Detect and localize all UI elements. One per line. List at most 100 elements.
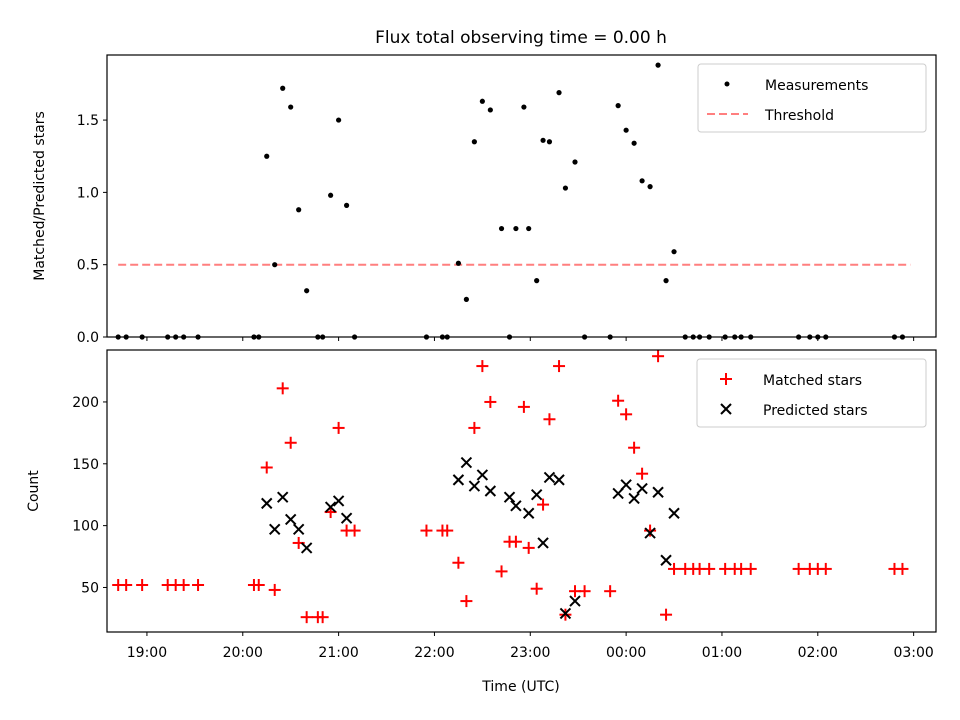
matched-star-point	[332, 421, 345, 434]
top-y-axis: 0.0 0.5 1.0 1.5	[77, 113, 107, 346]
measurement-point	[521, 104, 527, 110]
measurement-point	[562, 185, 569, 191]
measurement-point	[471, 139, 477, 145]
bottom-legend-frame	[696, 358, 927, 428]
matched-star-point	[578, 585, 591, 598]
measurement-point	[540, 137, 546, 143]
measurement-point	[455, 260, 462, 266]
top-y-tick-label: 0.0	[77, 330, 99, 346]
predicted-star-point	[510, 500, 522, 512]
matched-star-point	[644, 524, 657, 537]
bottom-y-tick-label: 150	[72, 457, 99, 473]
top-legend: Measurements Threshold	[697, 63, 927, 133]
measurement-point	[272, 262, 278, 268]
bottom-data-layer	[112, 350, 909, 624]
matched-star-point	[177, 579, 190, 591]
predicted-star-point	[628, 492, 640, 505]
measurement-point	[556, 90, 562, 96]
predicted-star-point	[324, 501, 337, 513]
predicted-star-point	[484, 485, 497, 497]
matched-star-point	[703, 562, 716, 575]
bottom-x-tick-label: 19:00	[127, 645, 167, 661]
matched-star-point	[668, 562, 681, 575]
matched-star-point	[530, 582, 543, 595]
matched-star-point	[612, 394, 625, 407]
predicted-star-point	[340, 512, 353, 524]
legend-measurements-marker	[724, 81, 730, 87]
matched-star-point	[316, 611, 329, 624]
top-y-tick-label: 1.5	[77, 113, 99, 129]
matched-star-point	[252, 579, 265, 591]
predicted-star-point	[460, 456, 473, 469]
matched-star-point	[468, 421, 481, 434]
measurement-point	[328, 192, 334, 198]
measurement-point	[546, 139, 553, 145]
matched-star-point	[652, 350, 665, 363]
measurement-point	[336, 117, 342, 123]
matched-star-point	[517, 400, 530, 413]
bottom-x-tick-label: 03:00	[893, 645, 933, 661]
predicted-star-point	[284, 513, 297, 526]
matched-star-point	[509, 535, 522, 548]
matched-star-point	[522, 541, 535, 554]
predicted-star-point	[620, 479, 632, 491]
predicted-star-point	[668, 507, 680, 519]
measurement-point	[463, 296, 469, 302]
bottom-y-axis-label: Count	[26, 470, 42, 512]
top-x-ticks	[146, 337, 915, 341]
predicted-star-point	[300, 542, 313, 554]
matched-star-point	[136, 579, 149, 591]
predicted-star-point	[468, 480, 481, 492]
matched-star-point	[276, 382, 289, 395]
bottom-x-tick-label: 00:00	[606, 645, 646, 661]
predicted-star-point	[559, 607, 572, 620]
matched-star-point	[636, 467, 649, 480]
legend-measurements-label: Measurements	[765, 78, 868, 94]
bottom-axes-frame	[106, 349, 937, 633]
measurement-point	[343, 202, 350, 208]
measurement-point	[663, 278, 669, 284]
measurement-point	[639, 178, 645, 184]
top-y-axis-label: Matched/Predicted stars	[32, 111, 48, 281]
top-axes-frame	[106, 54, 937, 338]
predicted-star-point	[332, 495, 345, 507]
matched-star-point	[744, 562, 757, 575]
bottom-x-tick-label: 22:00	[414, 645, 454, 661]
measurement-point	[615, 103, 621, 109]
predicted-star-point	[269, 523, 281, 536]
legend-threshold-label: Threshold	[764, 108, 834, 124]
measurement-point	[534, 278, 540, 284]
measurement-point	[572, 159, 578, 165]
bottom-y-tick-label: 100	[72, 519, 99, 535]
matched-star-point	[896, 562, 909, 575]
matched-star-point	[628, 441, 641, 454]
matched-star-point	[495, 565, 508, 578]
predicted-star-point	[660, 554, 672, 566]
measurement-point	[288, 104, 294, 110]
legend-predicted-label: Predicted stars	[763, 403, 868, 419]
measurement-point	[513, 225, 519, 232]
predicted-star-point	[644, 527, 656, 539]
matched-star-point	[484, 395, 497, 408]
measurement-point	[304, 288, 310, 294]
predicted-star-point	[503, 491, 516, 503]
measurement-point	[671, 249, 677, 255]
matched-star-point	[620, 408, 633, 421]
predicted-star-point	[636, 482, 648, 495]
matched-star-point	[441, 524, 454, 537]
matched-star-point	[604, 585, 617, 598]
top-y-tick-label: 1.0	[77, 185, 99, 201]
legend-matched-marker	[720, 373, 732, 385]
legend-matched-label: Matched stars	[763, 373, 862, 389]
matched-star-point	[660, 608, 673, 621]
matched-star-point	[537, 498, 550, 511]
measurement-point	[280, 85, 286, 91]
matched-star-point	[460, 595, 473, 608]
matched-star-point	[452, 556, 465, 569]
predicted-star-point	[476, 469, 489, 481]
matched-star-point	[192, 579, 205, 591]
measurement-point	[647, 184, 653, 190]
bottom-x-tick-label: 01:00	[702, 645, 742, 661]
predicted-star-point	[452, 474, 465, 486]
